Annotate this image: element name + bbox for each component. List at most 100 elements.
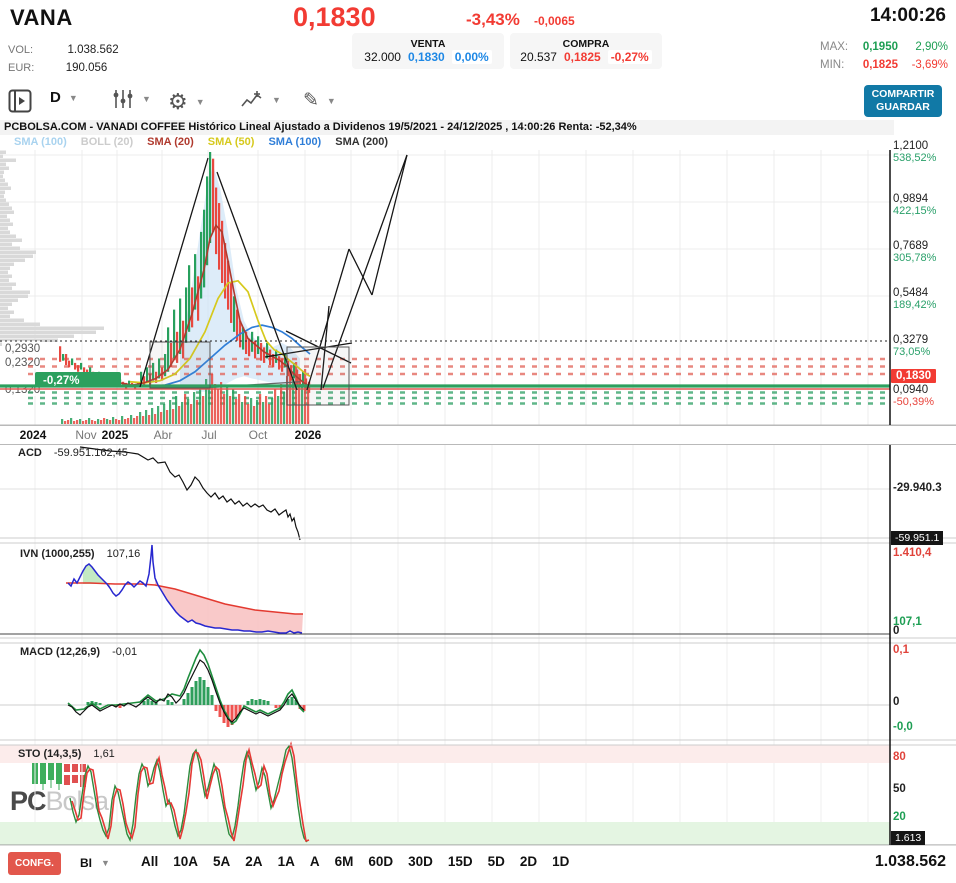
range-button-A[interactable]: A (309, 854, 320, 869)
interval-dropdown[interactable]: D ▼ (50, 89, 78, 106)
share-save-button[interactable]: COMPARTIR GUARDAR (864, 85, 942, 117)
max-label: MAX: (820, 41, 849, 53)
share-label: COMPARTIR (871, 88, 935, 100)
range-button-60D[interactable]: 60D (368, 854, 394, 869)
compra-volume: 20.537 (520, 50, 557, 64)
chart-legend: SMA (100) BOLL (20) SMA (20) SMA (50) SMA (1… (14, 136, 388, 148)
svg-text:-0,27%: -0,27% (43, 375, 79, 387)
panel-toggle-button[interactable] (8, 89, 32, 113)
draw-tools-dropdown[interactable]: ✎ ▼ (303, 89, 336, 112)
compra-pct: -0,27% (607, 50, 652, 64)
compra-title: COMPRA (562, 38, 610, 50)
eur-label: EUR: (8, 62, 35, 74)
venta-price: 0,1830 (407, 50, 445, 64)
range-button-5D[interactable]: 5D (487, 854, 505, 869)
ivn-name: IVN (1000,255) (20, 548, 95, 560)
candlestick-icon (113, 90, 133, 108)
eur-value: 190.056 (65, 62, 108, 74)
min-label: MIN: (820, 59, 845, 71)
sto-name: STO (14,3,5) (18, 748, 82, 760)
x-tick-Nov: Nov (75, 428, 97, 442)
chevron-down-icon: ▼ (142, 94, 151, 104)
venta-title: VENTA (410, 38, 446, 50)
x-tick-2025: 2025 (101, 428, 129, 442)
bottom-toolbar: CONFG. BI ▼ All 10A 5A 2A 1A A 6M 60D 30D 15D 5D 2D… (0, 845, 956, 883)
config-button[interactable]: CONFG. (8, 852, 61, 875)
ivn-value: 107,16 (106, 548, 141, 560)
compra-price: 0,1825 (563, 50, 601, 64)
x-tick-2024: 2024 (19, 428, 47, 442)
range-button-10A[interactable]: 10A (173, 854, 199, 869)
acd-panel-label: ACD -59.951.162,45 (18, 447, 128, 459)
range-buttons: All 10A 5A 2A 1A A 6M 60D 30D 15D 5D 2D 1D (141, 854, 569, 869)
venta-pct: 0,00% (451, 50, 492, 64)
last-price: 0,1830 (293, 2, 376, 32)
range-button-2A[interactable]: 2A (245, 854, 263, 869)
x-tick-2026: 2026 (294, 428, 322, 442)
interval-selector[interactable]: BI (80, 856, 92, 870)
max-value: 0,1950 (862, 41, 898, 53)
chevron-down-icon: ▼ (272, 95, 281, 105)
max-pct: 2,90% (915, 41, 948, 53)
svg-text:0,2930: 0,2930 (5, 343, 40, 355)
ivn-panel-label: IVN (1000,255) 107,16 (20, 548, 140, 560)
pencil-icon: ✎ (303, 90, 319, 111)
legend-item[interactable]: SMA (100) (268, 136, 322, 148)
sto-value: 1,61 (93, 748, 115, 760)
gear-icon: ⚙ (168, 89, 188, 114)
x-tick-Abr: Abr (153, 428, 173, 442)
range-button-30D[interactable]: 30D (408, 854, 433, 869)
add-indicator-dropdown[interactable]: ▼ (240, 89, 281, 111)
max-min-panel: MAX: 0,1950 2,90% MIN: 0,1825 -3,69% (820, 38, 948, 74)
compra-quote-box: COMPRA 20.537 0,1825 -0,27% (510, 33, 662, 69)
min-value: 0,1825 (862, 59, 898, 71)
range-button-5A[interactable]: 5A (213, 854, 231, 869)
svg-text:0,2320: 0,2320 (5, 357, 40, 369)
chevron-down-icon: ▼ (326, 95, 336, 106)
volume-row: VOL: 1.038.562 (8, 40, 119, 58)
interval-value: D (50, 89, 61, 106)
x-tick-Oct: Oct (248, 428, 268, 442)
panel-toggle-icon (8, 89, 32, 113)
range-button-All[interactable]: All (141, 854, 159, 869)
legend-item[interactable]: SMA (200) (335, 136, 389, 148)
change-absolute: -0,0065 (534, 14, 575, 28)
venta-quote-box: VENTA 32.000 0,1830 0,00% (352, 33, 504, 69)
range-button-6M[interactable]: 6M (334, 854, 354, 869)
chart-type-dropdown[interactable]: ▼ (112, 89, 151, 109)
chevron-down-icon: ▼ (68, 92, 78, 103)
vol-value: 1.038.562 (67, 44, 119, 56)
min-pct: -3,69% (911, 59, 948, 71)
macd-value: -0,01 (112, 646, 138, 658)
sto-panel-label: STO (14,3,5) 1,61 (18, 748, 115, 760)
save-label: GUARDAR (876, 101, 930, 113)
x-axis[interactable]: 2024 Nov 2025 Abr Jul Oct 2026 (0, 425, 956, 445)
chart-title: PCBOLSA.COM - VANADI COFFEE Histórico Li… (0, 120, 894, 135)
venta-volume: 32.000 (364, 50, 401, 64)
settings-dropdown[interactable]: ⚙ ▼ (168, 89, 205, 115)
legend-item[interactable]: SMA (20) (147, 136, 194, 148)
total-volume: 1.038.562 (874, 853, 946, 870)
chevron-down-icon: ▼ (195, 97, 205, 107)
acd-name: ACD (18, 447, 42, 459)
range-button-1A[interactable]: 1A (277, 854, 295, 869)
x-tick-Jul: Jul (201, 428, 217, 442)
acd-value: -59.951.162,45 (53, 447, 128, 459)
range-button-15D[interactable]: 15D (447, 854, 473, 869)
range-button-1D[interactable]: 1D (552, 854, 570, 869)
macd-name: MACD (12,26,9) (20, 646, 101, 658)
vol-label: VOL: (8, 44, 34, 56)
eur-row: EUR: 190.056 (8, 58, 107, 76)
legend-item[interactable]: SMA (100) (14, 136, 67, 148)
chevron-down-icon[interactable]: ▼ (101, 858, 110, 868)
legend-item[interactable]: SMA (50) (207, 136, 255, 148)
legend-item[interactable]: BOLL (20) (80, 136, 134, 148)
chart-toolbar: D ▼ ▼ ⚙ ▼ ▼ ✎ ▼ COMPARTIR GUARDAR (0, 84, 956, 120)
range-button-2D[interactable]: 2D (519, 854, 538, 869)
add-indicator-icon (241, 91, 262, 107)
change-percent: -3,43% (466, 10, 520, 29)
session-time: 14:00:26 (869, 5, 946, 26)
ticker-symbol: VANA (10, 5, 73, 30)
